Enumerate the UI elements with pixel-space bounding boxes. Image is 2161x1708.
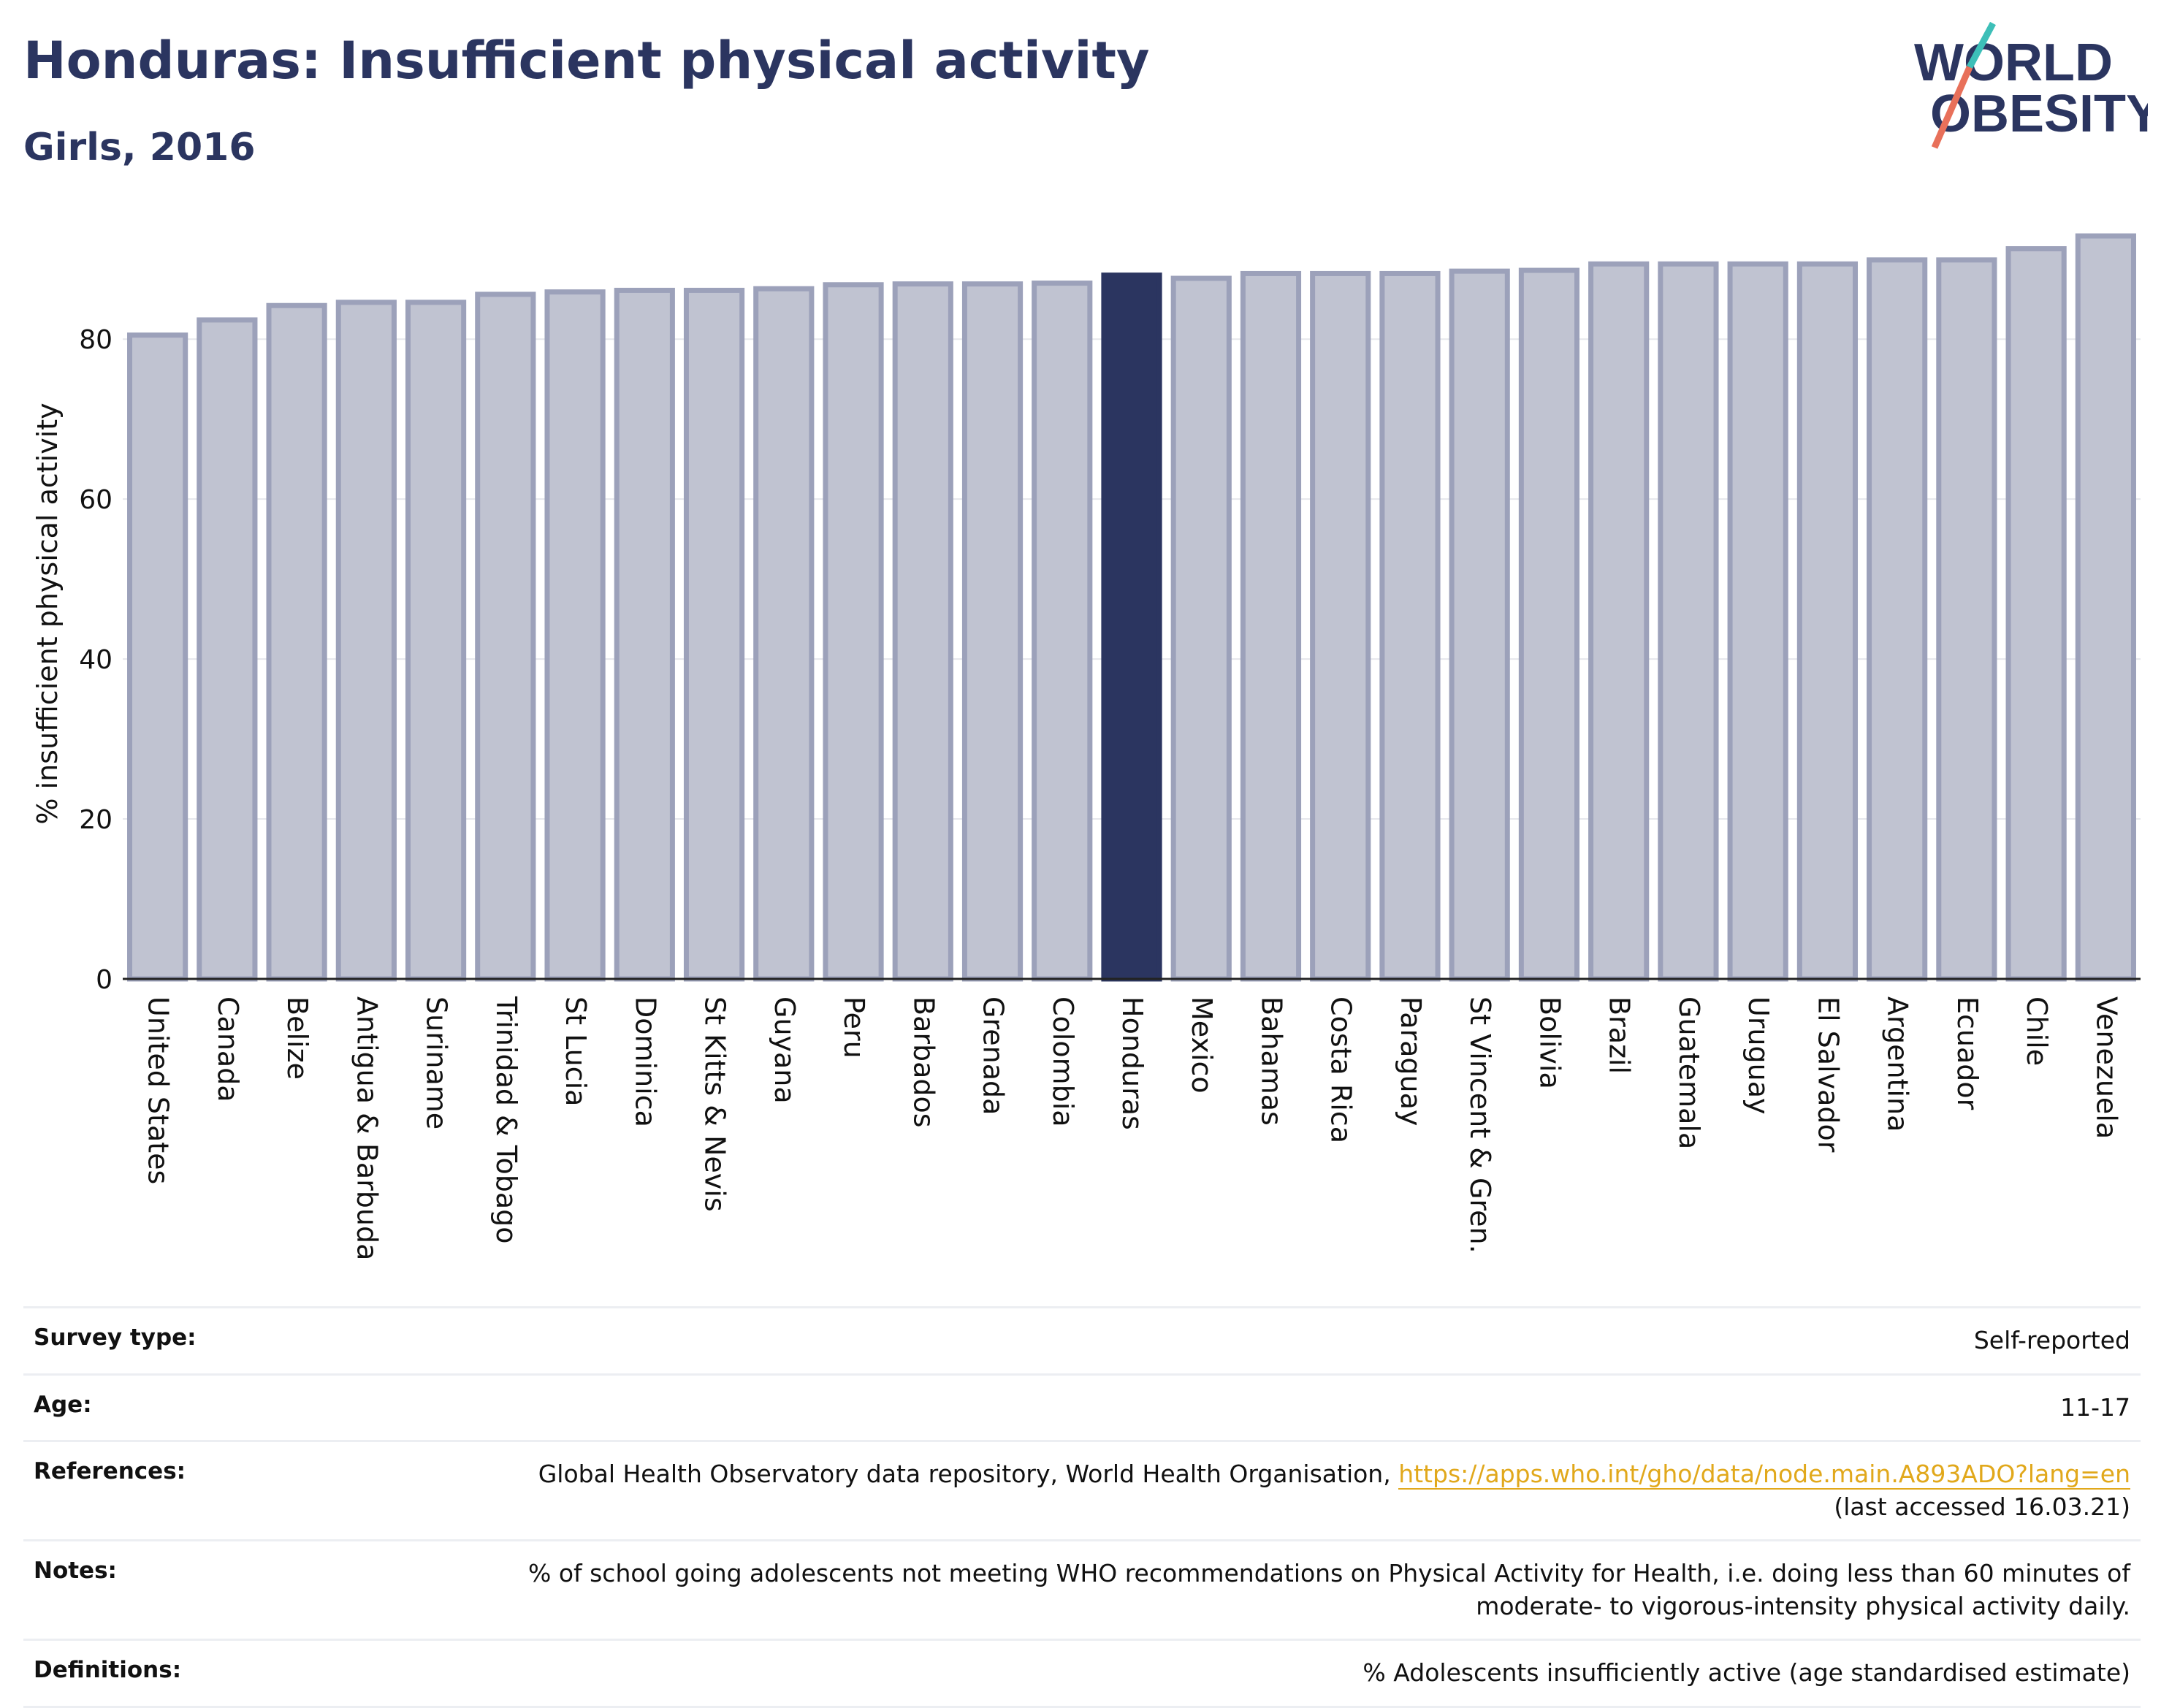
x-tick-label: Guyana xyxy=(769,996,801,1104)
bar xyxy=(1240,270,1302,982)
bar xyxy=(544,289,606,982)
x-tick-label: Grenada xyxy=(977,996,1010,1115)
age-label: Age: xyxy=(34,1391,92,1418)
bar xyxy=(1518,267,1580,982)
bar xyxy=(614,287,675,982)
x-tick-label: Paraguay xyxy=(1395,996,1427,1126)
x-tick-label: Venezuela xyxy=(2090,996,2122,1139)
survey-type-value: Self-reported xyxy=(1973,1326,2130,1354)
references-value: Global Health Observatory data repositor… xyxy=(538,1458,2130,1523)
bar xyxy=(1867,257,1928,982)
bar xyxy=(127,332,188,982)
x-tick-label: Canada xyxy=(212,996,244,1102)
bar xyxy=(266,302,327,982)
x-tick-label: Honduras xyxy=(1116,996,1148,1130)
bar xyxy=(2005,246,2067,982)
bar xyxy=(1170,275,1232,982)
bar xyxy=(1658,261,1719,982)
chart-title: Honduras: Insufficient physical activity xyxy=(23,31,1150,91)
x-tick-label: United States xyxy=(142,996,175,1184)
bar-chart: 0 20 40 60 80 % insufficient physical activit… xyxy=(31,233,2141,1260)
bar xyxy=(1588,261,1650,982)
x-tick-label: Brazil xyxy=(1604,996,1636,1074)
bar xyxy=(475,291,536,982)
x-tick-label: St Vincent & Gren. xyxy=(1464,996,1496,1254)
x-tick-label: Uruguay xyxy=(1742,996,1775,1115)
age-value: 11-17 xyxy=(2060,1392,2130,1422)
chart-subtitle: Girls, 2016 xyxy=(23,126,256,169)
info-table: Survey type: Self-reported Age: 11-17 Re… xyxy=(23,1306,2141,1708)
y-tick-label: 20 xyxy=(79,805,113,835)
bar xyxy=(683,287,745,982)
x-tick-label: Ecuador xyxy=(1951,996,1983,1110)
bar xyxy=(405,300,467,982)
definitions-row: Definitions: % Adolescents insufficientl… xyxy=(23,1639,2141,1708)
bar xyxy=(1449,268,1510,982)
bar xyxy=(197,317,258,982)
references-accessed: (last accessed 16.03.21) xyxy=(1834,1492,2130,1521)
x-tick-label: St Lucia xyxy=(560,996,592,1106)
bar xyxy=(753,286,815,982)
bar xyxy=(1379,270,1441,982)
references-text: Global Health Observatory data repositor… xyxy=(538,1460,1399,1489)
bar xyxy=(961,281,1024,982)
notes-label: Notes: xyxy=(34,1558,117,1585)
y-tick-label: 0 xyxy=(96,965,113,995)
bar xyxy=(892,281,953,982)
x-tick-label: Trinidad & Tobago xyxy=(490,996,522,1244)
bar xyxy=(1936,257,1997,982)
y-tick-label: 40 xyxy=(79,645,113,675)
logo-slash-coral xyxy=(1931,66,1973,149)
definitions-value: % Adolescents insufficiently active (age… xyxy=(1362,1658,2130,1688)
bar xyxy=(1310,270,1371,982)
logo-text-world: WORLD xyxy=(1914,34,2113,92)
notes-value: % of school going adolescents not meetin… xyxy=(527,1559,2130,1620)
x-tick-label: Bahamas xyxy=(1255,996,1287,1126)
notes-row: Notes: % of school going adolescents not… xyxy=(23,1539,2141,1639)
x-tick-label: Dominica xyxy=(629,996,661,1127)
x-tick-label: Argentina xyxy=(1882,996,1914,1132)
x-tick-label: El Salvador xyxy=(1812,996,1844,1153)
x-tick-label: Mexico xyxy=(1186,996,1218,1094)
survey-type-label: Survey type: xyxy=(34,1324,197,1351)
x-tick-label: St Kitts & Nevis xyxy=(699,996,731,1212)
x-tick-label: Belize xyxy=(281,996,313,1080)
logo-slash-teal xyxy=(1967,22,1996,69)
x-tick-label: Peru xyxy=(838,996,870,1059)
y-axis-label: % insufficient physical activity xyxy=(31,403,64,824)
age-row: Age: 11-17 xyxy=(23,1373,2141,1441)
bar xyxy=(1796,261,1859,982)
x-tick-label: Antigua & Barbuda xyxy=(351,996,383,1260)
x-tick-label: Chile xyxy=(2021,996,2053,1066)
x-tick-label: Barbados xyxy=(907,996,940,1128)
x-tick-label: Bolivia xyxy=(1533,996,1566,1089)
references-label: References: xyxy=(34,1458,186,1485)
bar xyxy=(335,300,397,982)
bar xyxy=(823,282,884,982)
references-link[interactable]: https://apps.who.int/gho/data/node.main.… xyxy=(1398,1460,2130,1490)
bar-highlight xyxy=(1101,272,1162,982)
y-tick-label: 80 xyxy=(79,325,113,355)
x-tick-label: Costa Rica xyxy=(1325,996,1357,1143)
world-obesity-logo: WORLD OBESITY xyxy=(1914,22,2148,149)
bar xyxy=(2075,233,2136,982)
references-row: References: Global Health Observatory da… xyxy=(23,1440,2141,1539)
x-tick-label: Colombia xyxy=(1047,996,1079,1127)
y-tick-label: 60 xyxy=(79,485,113,515)
definitions-label: Definitions: xyxy=(34,1657,182,1684)
logo-text-obesity: OBESITY xyxy=(1930,85,2148,143)
x-tick-label: Suriname xyxy=(421,996,453,1129)
x-tick-label: Guatemala xyxy=(1673,996,1705,1149)
bar xyxy=(1727,261,1788,982)
survey-type-row: Survey type: Self-reported xyxy=(23,1306,2141,1373)
bar xyxy=(1032,281,1093,982)
